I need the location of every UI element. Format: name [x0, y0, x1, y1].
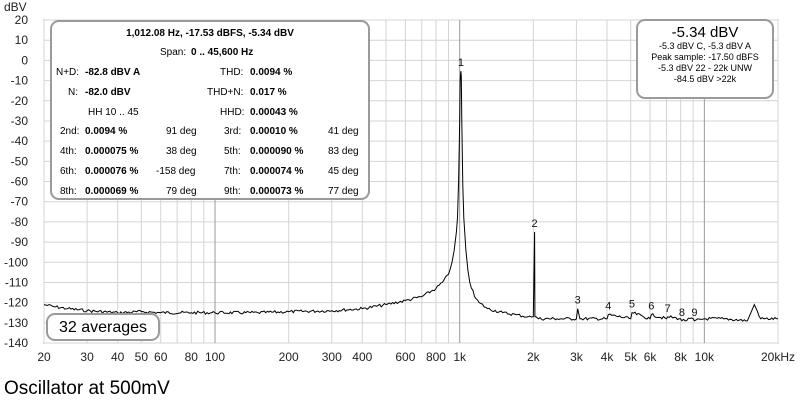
n-value: -82.0 dBV — [85, 87, 131, 98]
h8-phase: 79 deg — [166, 186, 197, 197]
y-tick-label: -130 — [4, 316, 28, 330]
spectrum-trace — [43, 71, 779, 322]
h5-phase: 83 deg — [328, 146, 359, 157]
harmonic-label: 8 — [679, 307, 685, 319]
x-tick-label: 800 — [426, 350, 446, 364]
hhd-label: HHD: — [220, 107, 245, 118]
h4-phase: 38 deg — [166, 146, 197, 157]
thdn-value: 0.017 % — [250, 87, 287, 98]
h2-phase: 91 deg — [166, 126, 197, 137]
level-above-22k: -84.5 dBV >22k — [673, 74, 737, 84]
h6-label: 6th: — [60, 166, 77, 177]
y-tick-label: -50 — [11, 154, 29, 168]
h9-value: 0.000073 % — [250, 186, 304, 197]
hh-label: HH 10 .. 45 — [88, 107, 139, 118]
y-tick-label: -80 — [11, 215, 29, 229]
y-tick-label: -60 — [11, 175, 29, 189]
nd-label: N+D: — [56, 67, 80, 78]
n-label: N: — [68, 87, 78, 98]
h7-label: 7th: — [224, 166, 241, 177]
span-value: 0 .. 45,600 Hz — [191, 47, 254, 58]
harmonic-label: 9 — [691, 307, 697, 319]
x-tick-label: 20kHz — [761, 350, 795, 364]
harmonic-label: 2 — [532, 218, 538, 230]
x-tick-label: 50 — [135, 350, 149, 364]
y-tick-labels: 20 10 0 -10 -20 -30 -40 -50 -60 -70 -80 -90 -100 -110… — [4, 13, 28, 350]
x-tick-labels: 20 30 40 50 60 80 100 200 300 400 600 800 1k 2k 3k 4k 5k… — [37, 350, 795, 364]
h5-label: 5th: — [224, 146, 241, 157]
h2-value: 0.0094 % — [85, 126, 128, 137]
harmonic-label: 6 — [648, 301, 654, 313]
x-tick-label: 1k — [453, 350, 467, 364]
x-tick-label: 80 — [185, 350, 199, 364]
y-tick-label: -30 — [11, 114, 29, 128]
x-tick-label: 400 — [352, 350, 372, 364]
x-tick-label: 30 — [80, 350, 94, 364]
h3-label: 3rd: — [224, 126, 242, 137]
harmonic-labels: 1 2 3 4 5 6 7 8 9 — [458, 57, 698, 319]
h8-label: 8th: — [60, 186, 77, 197]
info-title: 1,012.08 Hz, -17.53 dBFS, -5.34 dBV — [126, 28, 294, 39]
x-tick-label: 4k — [601, 350, 615, 364]
y-tick-label: -70 — [11, 195, 29, 209]
figure-caption: Oscillator at 500mV — [4, 378, 170, 399]
h2-label: 2nd: — [60, 126, 80, 137]
y-tick-label: -40 — [11, 134, 29, 148]
y-tick-label: 10 — [15, 33, 29, 47]
harmonic-label: 7 — [665, 303, 671, 315]
x-tick-label: 300 — [322, 350, 342, 364]
x-tick-label: 2k — [527, 350, 541, 364]
h8-value: 0.000069 % — [85, 186, 139, 197]
h3-phase: 41 deg — [328, 126, 359, 137]
thd-value: 0.0094 % — [250, 67, 293, 78]
y-axis-label: dBV — [4, 0, 27, 14]
y-tick-label: 20 — [15, 13, 29, 27]
level-peak-sample: Peak sample: -17.50 dBFS — [651, 52, 759, 62]
level-readout-box: -5.34 dBV -5.3 dBV C, -5.3 dBV A Peak sa… — [636, 19, 774, 99]
hhd-value: 0.00043 % — [250, 107, 298, 118]
y-tick-label: -120 — [4, 296, 28, 310]
x-tick-label: 200 — [279, 350, 299, 364]
y-tick-label: -110 — [5, 275, 28, 289]
x-tick-label: 40 — [111, 350, 125, 364]
harmonic-label: 3 — [575, 295, 581, 307]
h6-value: 0.000076 % — [85, 166, 139, 177]
y-tick-label: -140 — [4, 336, 28, 350]
h7-value: 0.000074 % — [250, 166, 304, 177]
averages-badge: 32 averages — [46, 313, 160, 341]
thdn-label: THD+N: — [207, 87, 244, 98]
nd-value: -82.8 dBV A — [85, 67, 141, 78]
x-tick-label: 3k — [570, 350, 584, 364]
x-tick-label: 600 — [395, 350, 415, 364]
x-tick-label: 5k — [624, 350, 638, 364]
y-tick-label: -10 — [11, 74, 29, 88]
h4-value: 0.000075 % — [85, 146, 139, 157]
harmonic-label: 1 — [458, 57, 464, 69]
level-unweighted: -5.3 dBV 22 - 22k UNW — [657, 63, 753, 73]
y-tick-label: -90 — [11, 235, 29, 249]
x-tick-label: 8k — [674, 350, 688, 364]
x-tick-label: 10k — [695, 350, 715, 364]
harmonic-label: 4 — [605, 301, 611, 313]
x-tick-label: 20 — [37, 350, 51, 364]
h3-value: 0.00010 % — [250, 126, 298, 137]
thd-label: THD: — [220, 67, 244, 78]
x-tick-label: 60 — [154, 350, 168, 364]
x-tick-label: 6k — [644, 350, 658, 364]
y-tick-label: 0 — [21, 53, 28, 67]
h4-label: 4th: — [60, 146, 77, 157]
y-tick-label: -20 — [11, 94, 29, 108]
h9-label: 9th: — [224, 186, 241, 197]
h9-phase: 77 deg — [328, 186, 359, 197]
level-weighted: -5.3 dBV C, -5.3 dBV A — [658, 41, 752, 51]
h5-value: 0.000090 % — [250, 146, 304, 157]
h6-phase: -158 deg — [156, 166, 196, 177]
span-label: Span: — [160, 47, 187, 58]
measurement-info-box: 1,012.08 Hz, -17.53 dBFS, -5.34 dBV Span… — [50, 20, 370, 200]
h7-phase: 45 deg — [328, 166, 359, 177]
level-main-value: -5.34 dBV — [671, 24, 739, 41]
harmonic-label: 5 — [629, 299, 635, 311]
y-tick-label: -100 — [4, 255, 28, 269]
x-tick-label: 100 — [205, 350, 225, 364]
